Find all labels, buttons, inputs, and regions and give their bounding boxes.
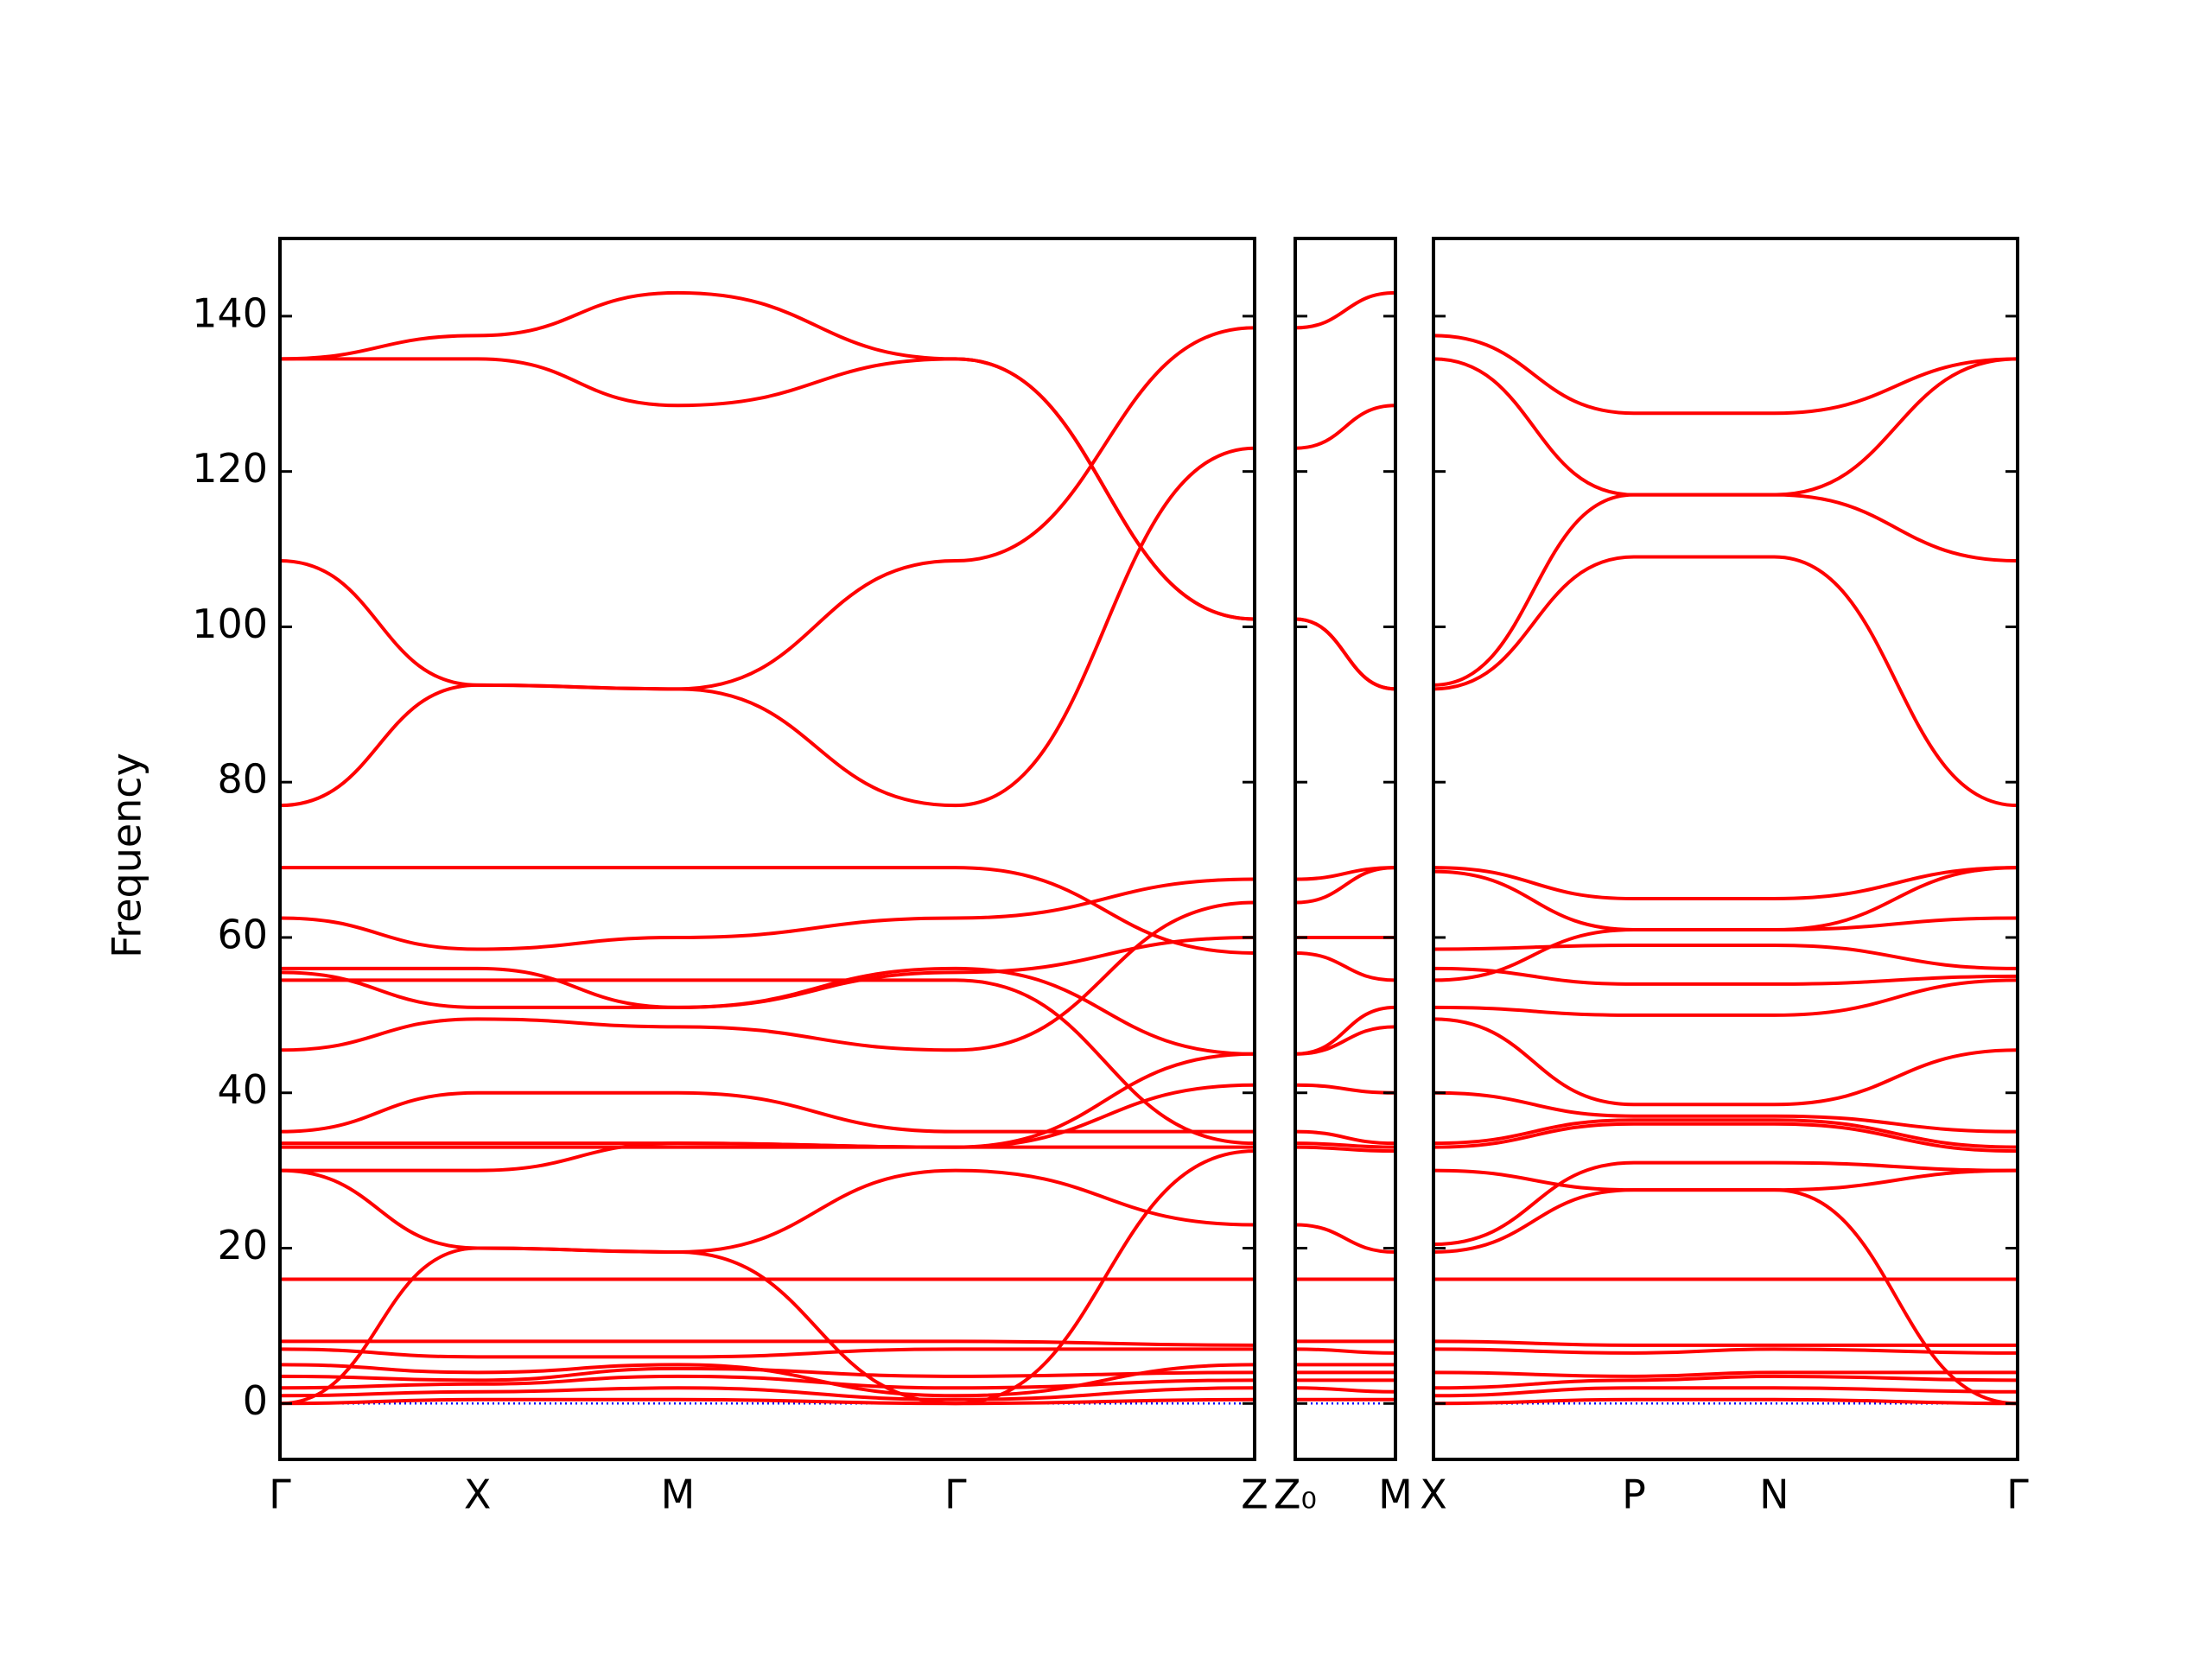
band-line: [279, 1090, 1255, 1134]
band-line: [1294, 950, 1396, 982]
band-line: [279, 877, 1255, 951]
band-line: [1433, 1339, 2018, 1347]
band-line: [1433, 334, 2018, 416]
band-line: [1433, 1168, 2018, 1192]
band-line: [280, 1083, 1255, 1149]
x-tick-label: Z₀: [1274, 1471, 1317, 1518]
band-line: [1433, 555, 2018, 808]
band-line: [279, 1366, 1255, 1382]
band-line: [1294, 1145, 1396, 1154]
x-tick-label: Z: [1241, 1471, 1268, 1518]
band-line: [1294, 1083, 1396, 1095]
y-tick-label: 0: [243, 1377, 268, 1424]
band-line: [1433, 493, 2018, 687]
axes-frame: [1294, 237, 1397, 1461]
band-line: [1433, 1017, 2018, 1107]
band-line: [1433, 966, 2018, 986]
y-tick-label: 100: [192, 601, 268, 647]
band-line: [1433, 943, 2018, 970]
band-line: [1433, 1090, 2018, 1134]
band-line: [1294, 404, 1396, 450]
band-line: [1294, 1223, 1396, 1255]
band-line: [279, 446, 1255, 808]
y-tick-label: 20: [217, 1222, 268, 1268]
band-line: [279, 290, 1255, 621]
band-line: [1433, 866, 2018, 901]
band-line: [279, 1386, 1255, 1402]
x-tick-label: M: [661, 1471, 696, 1518]
band-line: [279, 326, 1255, 691]
axes-frame: [1432, 237, 2019, 1461]
x-tick-label: X: [1420, 1471, 1447, 1518]
band-line: [280, 978, 1255, 1146]
axes-frame: [278, 237, 1256, 1461]
band-line: [1294, 1347, 1396, 1355]
x-tick-label: P: [1622, 1471, 1646, 1518]
band-line: [1433, 1374, 2018, 1390]
y-tick-label: 80: [217, 756, 268, 803]
band-line: [279, 1347, 1255, 1359]
band-line: [1294, 1025, 1396, 1056]
band-line: [1294, 617, 1396, 691]
band-line: [1433, 978, 2018, 1017]
band-line: [1433, 1386, 2018, 1398]
band-line: [1294, 1141, 1396, 1149]
band-line: [279, 1141, 1255, 1173]
band-line: [279, 935, 1255, 1009]
y-tick-label: 140: [192, 289, 268, 336]
x-tick-label: Γ: [944, 1471, 967, 1518]
x-tick-label: N: [1759, 1471, 1789, 1518]
y-tick-label: 60: [217, 911, 268, 957]
band-line: [279, 1397, 1255, 1406]
band-line: [1433, 1188, 2018, 1406]
x-tick-label: M: [1378, 1471, 1413, 1518]
band-line: [1294, 1005, 1396, 1056]
band-line: [1294, 1386, 1396, 1394]
band-line: [1433, 1160, 2018, 1247]
x-tick-label: Γ: [269, 1471, 291, 1518]
x-tick-label: Γ: [2006, 1471, 2029, 1518]
y-tick-label: 120: [192, 445, 268, 492]
band-line: [279, 1339, 1255, 1347]
band-line: [279, 357, 1255, 621]
band-line: [1433, 357, 2018, 497]
band-line: [1433, 1370, 2018, 1378]
band-line: [1433, 1122, 2018, 1154]
y-axis-label: Frequency: [104, 753, 150, 958]
y-tick-label: 40: [217, 1066, 268, 1113]
band-line: [1294, 1129, 1396, 1146]
band-line: [280, 866, 1255, 955]
x-tick-label: X: [464, 1471, 492, 1518]
band-line: [279, 1168, 1255, 1255]
band-line: [279, 1149, 1255, 1406]
band-line: [1294, 290, 1396, 330]
band-line: [1433, 1347, 2018, 1355]
band-line: [1433, 866, 2018, 982]
band-line: [279, 900, 1255, 1052]
band-line: [1294, 866, 1396, 905]
band-line: [279, 1374, 1255, 1390]
band-line: [1433, 1118, 2018, 1149]
band-line: [1433, 1397, 2018, 1406]
